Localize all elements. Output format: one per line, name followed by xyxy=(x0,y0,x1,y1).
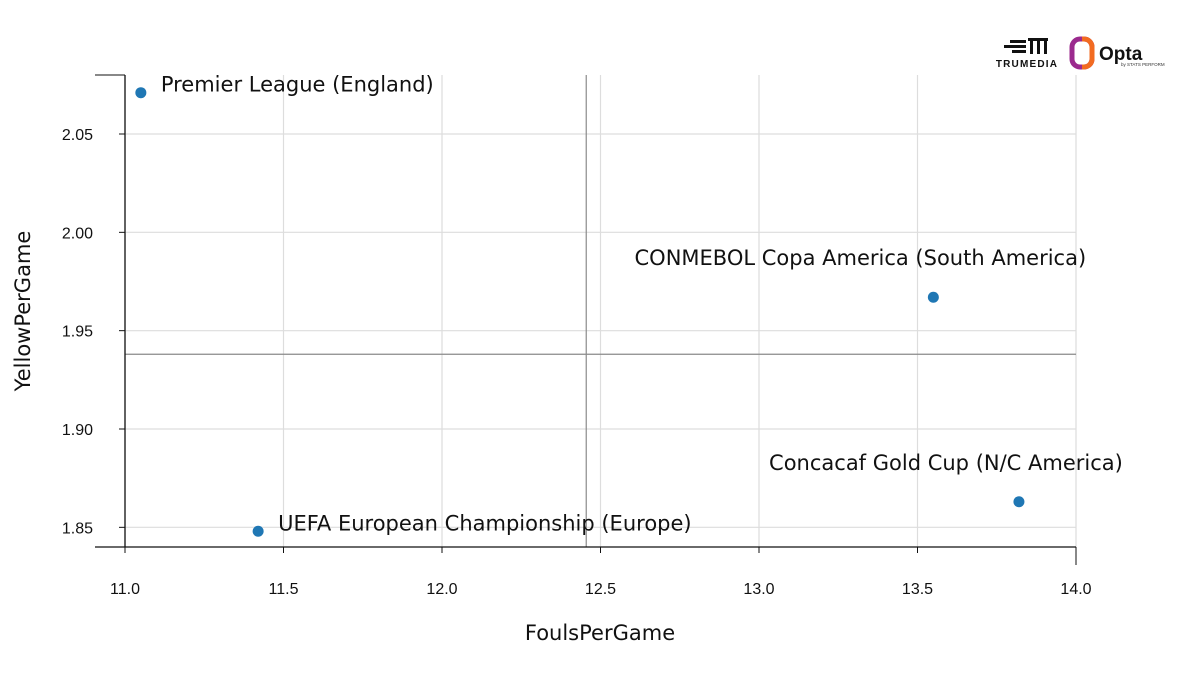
data-point[interactable] xyxy=(1013,496,1025,508)
tick-labels: 11.0 11.5 12.0 12.5 13.0 13.5 14.0 1.85 1.90 1.95… xyxy=(62,127,1092,598)
point-labels: Premier League (England) CONMEBOL Copa Am… xyxy=(161,73,1123,536)
trumedia-logo: TRUMEDIA xyxy=(996,38,1058,70)
x-tick-label: 11.5 xyxy=(269,581,299,598)
x-tick-label: 14.0 xyxy=(1060,581,1091,598)
trumedia-wordmark: TRUMEDIA xyxy=(996,59,1058,70)
y-tick-label: 1.90 xyxy=(62,422,93,439)
axes xyxy=(95,74,1077,565)
y-tick-label: 2.05 xyxy=(62,127,93,144)
point-label: UEFA European Championship (Europe) xyxy=(278,511,691,535)
x-tick-label: 12.0 xyxy=(426,581,457,598)
x-tick-label: 11.0 xyxy=(110,581,140,598)
y-tick-label: 2.00 xyxy=(62,225,93,242)
opta-mark-icon xyxy=(1069,36,1095,70)
opta-wordmark: Opta xyxy=(1099,44,1143,65)
y-axis-title: YellowPerGame xyxy=(11,231,35,393)
x-tick-label: 12.5 xyxy=(585,581,616,598)
data-point[interactable] xyxy=(927,291,939,303)
x-tick-label: 13.5 xyxy=(902,581,933,598)
gridlines xyxy=(124,75,1077,547)
opta-logo: Opta by STATS PERFORM xyxy=(1069,36,1165,70)
data-point[interactable] xyxy=(252,525,264,537)
y-tick-label: 1.85 xyxy=(62,520,93,537)
x-axis-title: FoulsPerGame xyxy=(525,621,675,645)
x-tick-label: 13.0 xyxy=(743,581,774,598)
point-label: Premier League (England) xyxy=(161,73,434,97)
reference-lines xyxy=(125,75,1076,547)
y-tick-label: 1.95 xyxy=(62,324,93,341)
data-point[interactable] xyxy=(135,87,147,99)
point-label: CONMEBOL Copa America (South America) xyxy=(635,246,1087,270)
trumedia-mark-icon xyxy=(1004,38,1048,54)
point-label: Concacaf Gold Cup (N/C America) xyxy=(769,451,1123,475)
opta-subtext: by STATS PERFORM xyxy=(1121,62,1165,67)
data-points xyxy=(135,87,1025,537)
